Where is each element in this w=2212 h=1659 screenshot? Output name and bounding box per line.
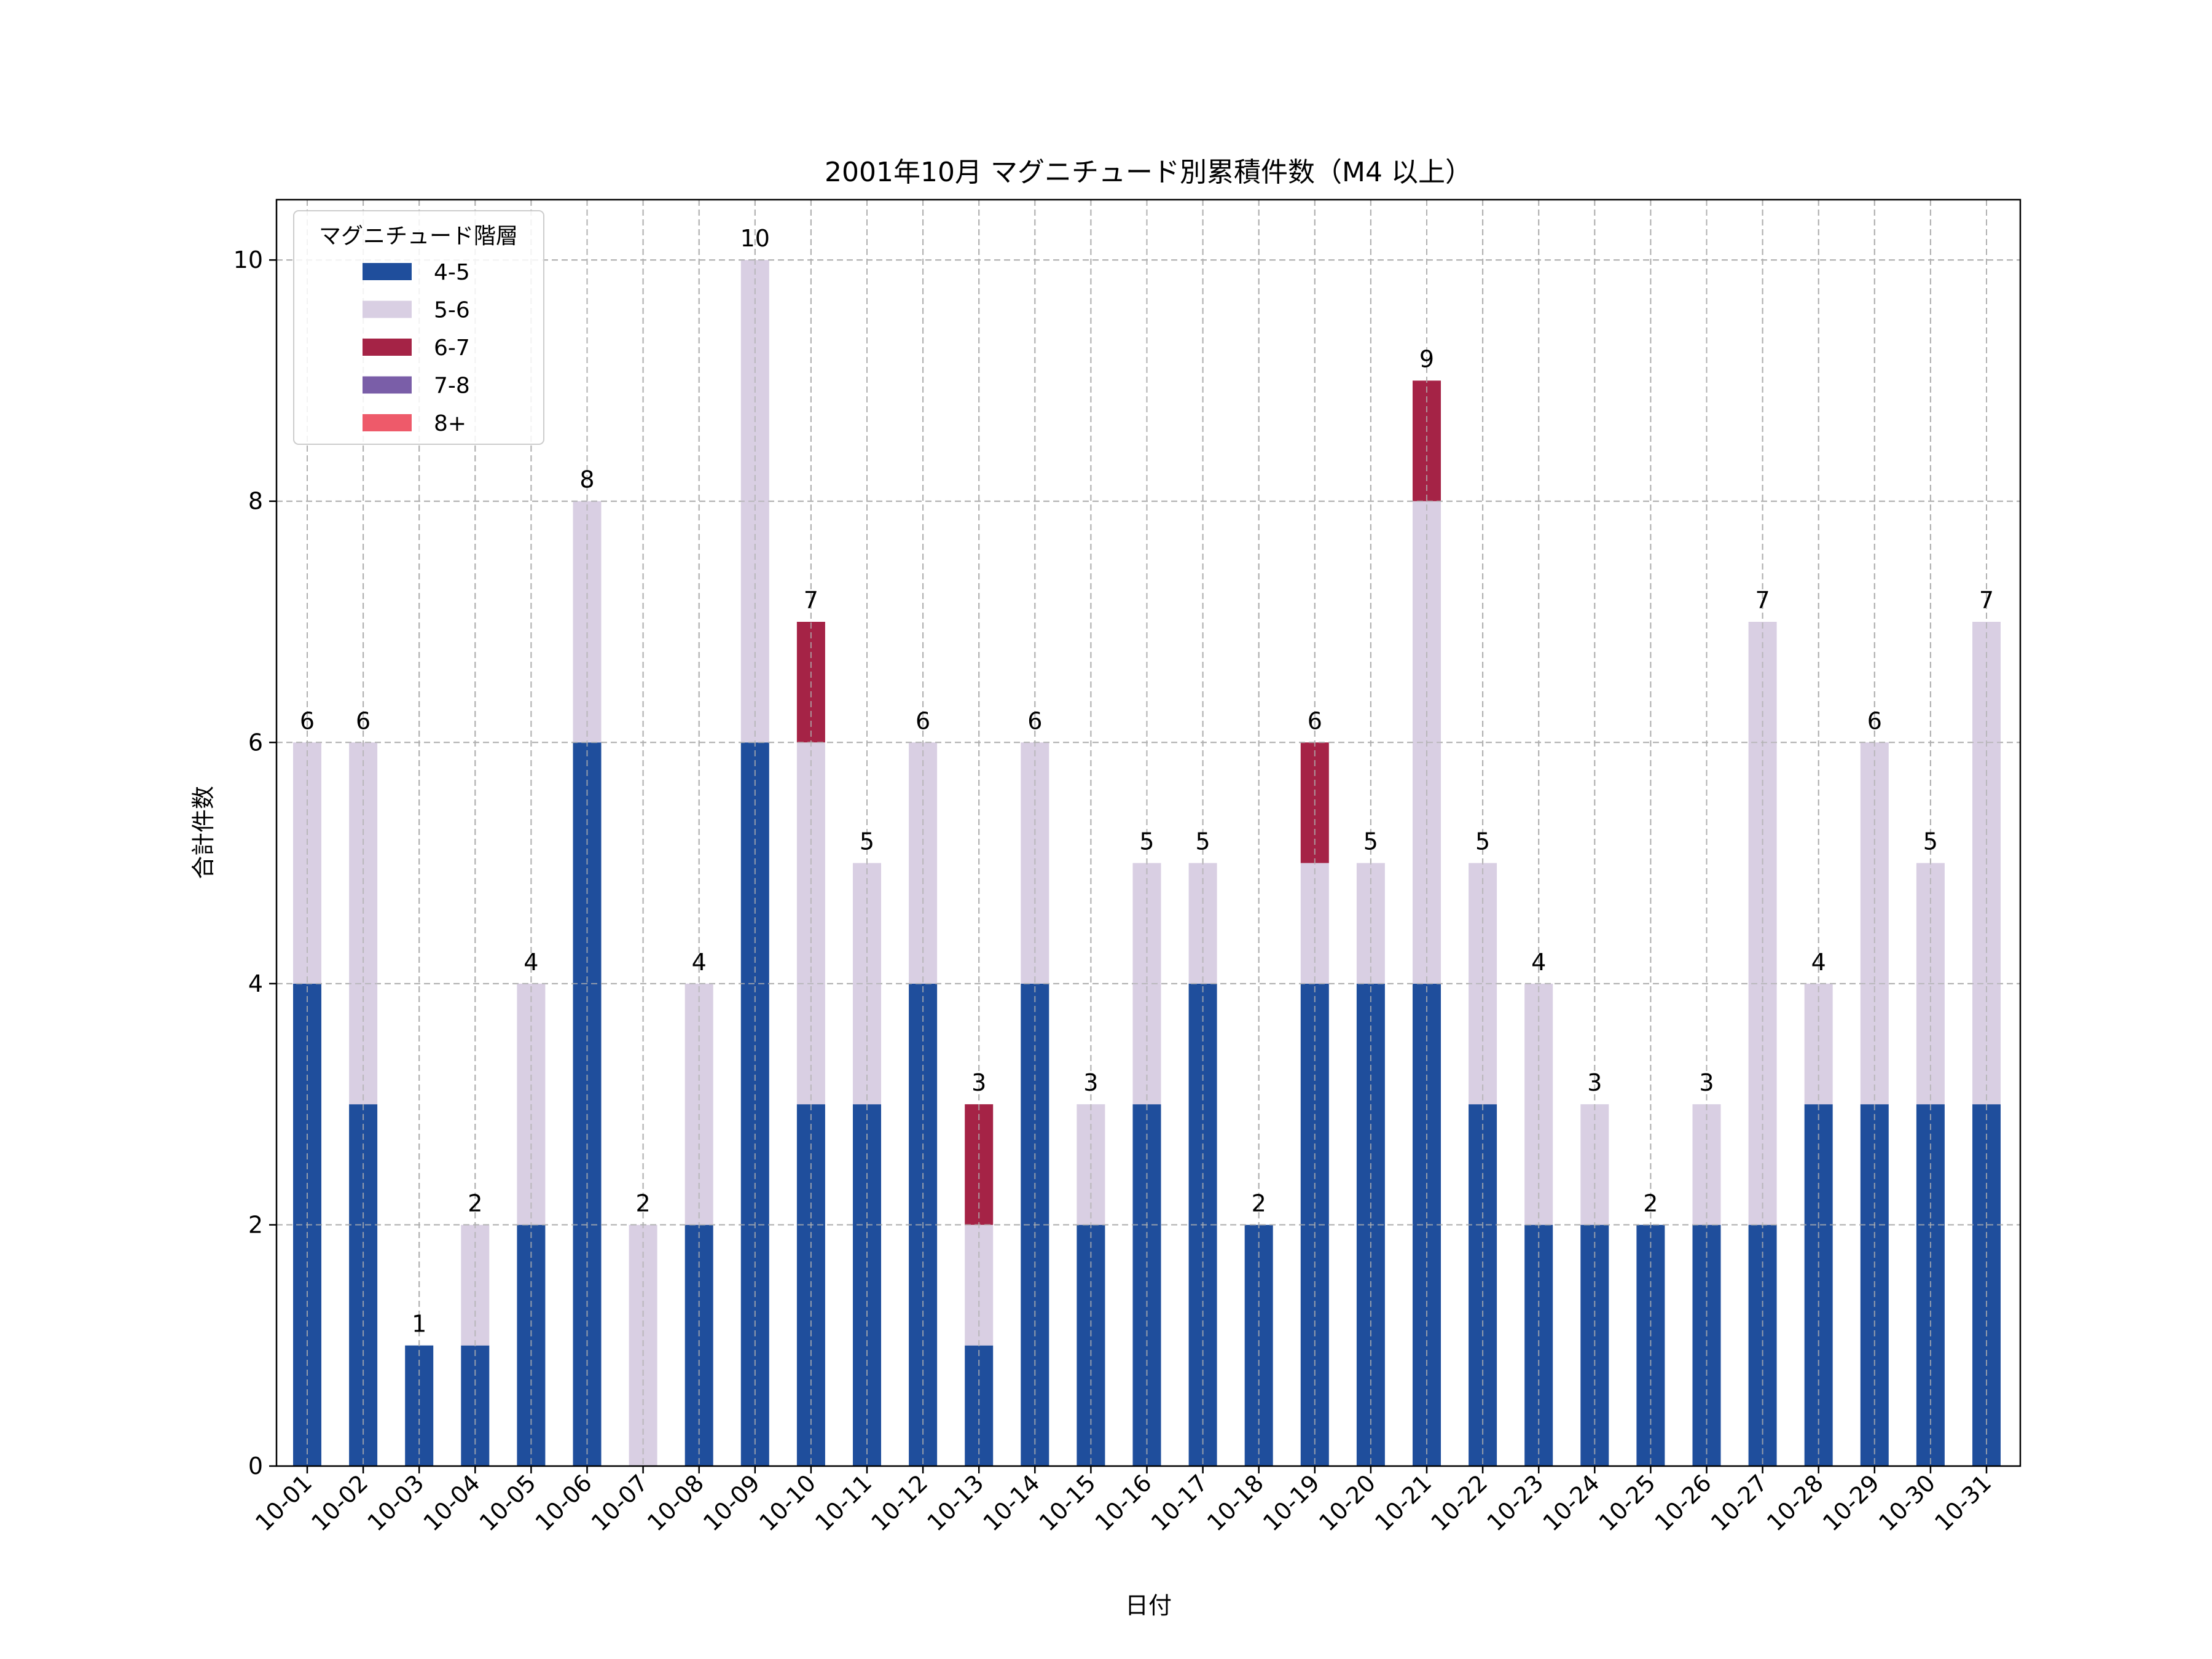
y-tick-label: 0 [248, 1453, 263, 1480]
y-tick-label: 10 [233, 246, 263, 273]
bar-total-label: 7 [1979, 587, 1994, 614]
bar-total-label: 5 [1139, 828, 1154, 855]
legend-title: マグニチュード階層 [319, 224, 518, 249]
bar-total-label: 2 [1252, 1190, 1266, 1217]
x-axis-label: 日付 [1125, 1592, 1172, 1619]
legend-swatch [363, 414, 412, 431]
legend-swatch [363, 263, 412, 280]
bar-segment-5-6 [1804, 983, 1833, 1105]
bar-total-label: 3 [1587, 1069, 1602, 1096]
bar-total-label: 5 [1475, 828, 1490, 855]
bar-total-label: 4 [1811, 949, 1826, 976]
y-tick-label: 6 [248, 729, 263, 756]
bar-total-label: 6 [300, 707, 315, 734]
bar-total-label: 5 [1923, 828, 1938, 855]
bar-total-label: 4 [1531, 949, 1546, 976]
legend-label: 6-7 [434, 335, 470, 361]
bar-total-label: 5 [860, 828, 874, 855]
legend-label: 4-5 [434, 260, 470, 285]
bar-total-label: 3 [1699, 1069, 1714, 1096]
bar-total-label: 8 [579, 466, 594, 493]
bar-total-label: 3 [971, 1069, 986, 1096]
bar-total-label: 7 [1755, 587, 1770, 614]
legend-box [293, 210, 544, 445]
bar-total-label: 5 [1363, 828, 1378, 855]
y-axis-label: 合計件数 [190, 786, 217, 879]
bar-total-label: 6 [916, 707, 930, 734]
grid-overlay [276, 200, 2020, 1467]
bar-total-label: 1 [412, 1311, 426, 1338]
bar-total-label: 2 [468, 1190, 482, 1217]
y-tick-label: 4 [248, 970, 263, 997]
bar-total-label: 2 [636, 1190, 651, 1217]
bar-total-label: 7 [804, 587, 818, 614]
bar-total-label: 6 [1867, 707, 1882, 734]
bar-total-label: 9 [1419, 345, 1434, 372]
bar-total-label: 6 [356, 707, 371, 734]
legend-items: 4-5 5-6 6-7 7-8 8+ [363, 260, 470, 436]
legend-swatch [363, 300, 412, 318]
bar-total-label: 4 [692, 949, 707, 976]
legend-label: 5-6 [434, 298, 470, 323]
legend-label: 7-8 [434, 374, 470, 399]
chart-title: 2001年10月 マグニチュード別累積件数（M4 以上） [825, 157, 1472, 188]
bar-total-label: 10 [740, 225, 770, 252]
bar-total-label: 2 [1643, 1190, 1658, 1217]
y-tick-label: 2 [248, 1211, 263, 1238]
y-tick-label: 8 [248, 488, 263, 515]
legend: マグニチュード階層 4-5 5-6 6-7 7-8 8+ [293, 210, 544, 445]
bar-total-label: 6 [1308, 707, 1322, 734]
legend-swatch [363, 376, 412, 394]
legend-swatch [363, 339, 412, 356]
bar-total-label: 5 [1196, 828, 1210, 855]
bar-total-label: 3 [1083, 1069, 1098, 1096]
y-axis-ticks: 0 2 4 6 8 10 [233, 246, 276, 1480]
data-labels: 6 6 1 2 4 8 2 4 10 7 5 6 3 6 3 5 5 2 6 5 9 5 4 3 2 3 7 4 6 5 7 [300, 225, 1994, 1338]
bar-total-label: 4 [524, 949, 538, 976]
legend-label: 8+ [434, 411, 466, 436]
bar-total-label: 6 [1027, 707, 1042, 734]
plot-frame [275, 198, 2022, 1467]
